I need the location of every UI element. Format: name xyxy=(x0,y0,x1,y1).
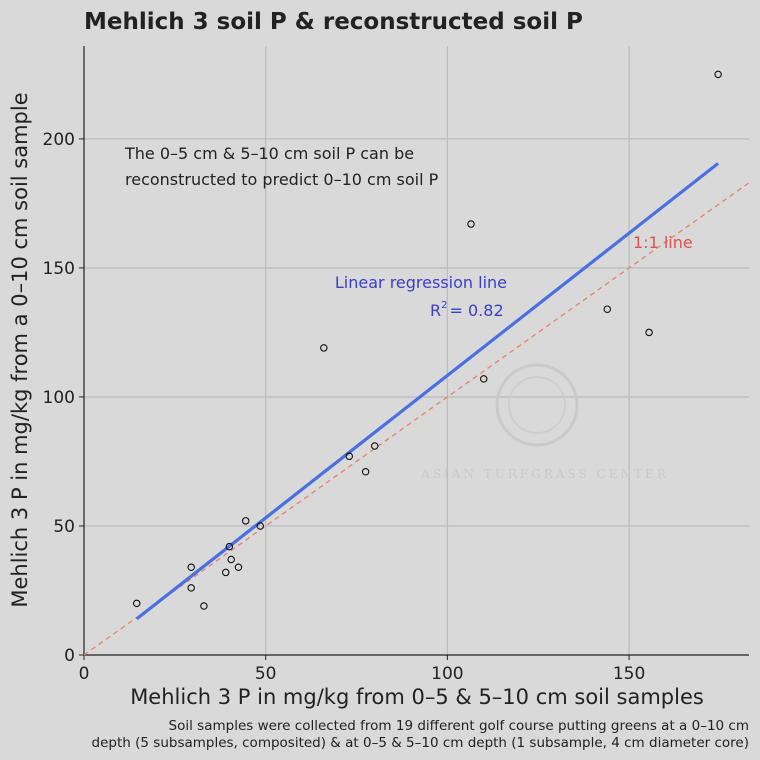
data-point xyxy=(187,584,195,592)
y-tick-label: 200 xyxy=(43,130,75,150)
x-tick-label: 0 xyxy=(79,664,90,684)
data-point xyxy=(132,599,141,608)
data-point xyxy=(187,563,195,572)
x-tick-label: 150 xyxy=(613,664,645,684)
chart-title: Mehlich 3 soil P & reconstructed soil P xyxy=(84,9,583,35)
regression-label: Linear regression line xyxy=(335,273,507,292)
data-point xyxy=(225,542,234,551)
data-points xyxy=(132,70,722,610)
data-point xyxy=(603,305,612,313)
y-axis-ticks: 0 50 100 150 200 xyxy=(43,130,84,666)
watermark-logo-outer xyxy=(495,363,579,447)
r2-letter: R xyxy=(430,301,441,320)
x-tick-label: 50 xyxy=(255,664,277,684)
grid xyxy=(84,46,749,655)
caption-line-2: depth (5 subsamples, composited) & at 0–… xyxy=(92,735,749,751)
identity-line xyxy=(83,182,750,656)
watermark: ASIAN TURFGRASS CENTER xyxy=(420,363,669,481)
regression-line xyxy=(135,162,720,621)
axes xyxy=(83,46,749,656)
caption-line-1: Soil samples were collected from 19 diff… xyxy=(169,718,749,734)
watermark-text: ASIAN TURFGRASS CENTER xyxy=(420,467,669,481)
r2-superscript: 2 xyxy=(441,300,447,311)
x-tick-label: 100 xyxy=(431,664,463,684)
y-tick-label: 150 xyxy=(43,259,75,279)
r2-label: R2 = 0.82 xyxy=(430,300,504,320)
y-axis-label: Mehlich 3 P in mg/kg from a 0–10 cm soil… xyxy=(8,92,32,607)
data-point xyxy=(234,563,243,572)
data-point xyxy=(221,568,230,577)
data-point xyxy=(320,344,328,352)
y-tick-label: 0 xyxy=(64,646,75,666)
identity-label: 1:1 line xyxy=(633,233,693,252)
data-point xyxy=(370,442,379,450)
y-tick-label: 50 xyxy=(53,517,75,537)
data-point xyxy=(714,70,722,79)
x-axis-label: Mehlich 3 P in mg/kg from 0–5 & 5–10 cm … xyxy=(130,685,704,709)
data-point xyxy=(345,452,354,461)
r2-value: = 0.82 xyxy=(450,301,504,320)
data-point xyxy=(256,522,264,530)
data-point xyxy=(227,555,235,564)
y-tick-label: 100 xyxy=(43,388,75,408)
x-axis-ticks: 0 50 100 150 xyxy=(79,655,645,684)
data-point xyxy=(467,220,475,228)
note-line-2: reconstructed to predict 0–10 cm soil P xyxy=(125,170,439,189)
note-line-1: The 0–5 cm & 5–10 cm soil P can be xyxy=(124,144,414,163)
data-point xyxy=(241,517,250,525)
data-point xyxy=(479,375,488,383)
watermark-logo-inner xyxy=(508,376,566,434)
data-point xyxy=(361,468,370,476)
data-point xyxy=(645,328,653,337)
data-point xyxy=(200,602,208,610)
